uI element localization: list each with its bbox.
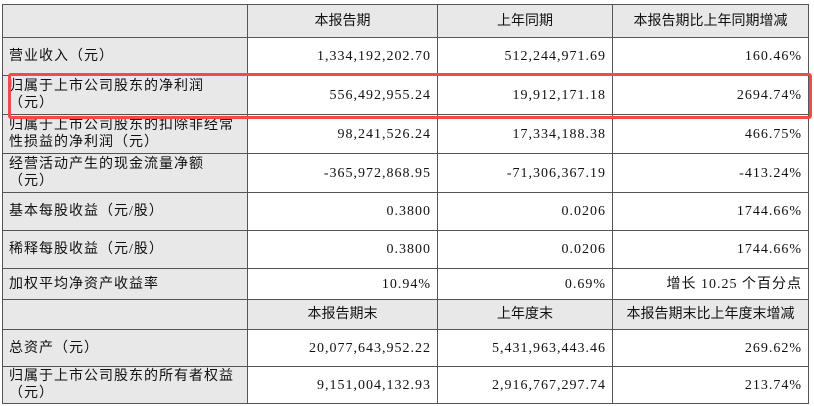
row-label: 归属于上市公司股东的所有者权益（元） — [2, 366, 248, 404]
value-cell: 512,244,971.69 — [437, 37, 613, 76]
header-cell: 本报告期末比上年度末增减 — [612, 299, 809, 330]
table-body: 本报告期 上年同期 本报告期比上年同期增减 营业收入（元） 1,334,192,202.… — [2, 4, 809, 404]
data-row: 归属于上市公司股东的净利润（元） 556,492,955.24 19,912,171… — [2, 75, 809, 115]
data-row: 加权平均净资产收益率 10.94% 0.69% 增长 10.25 个百分点 — [2, 268, 809, 300]
data-row: 归属于上市公司股东的所有者权益（元） 9,151,004,132.93 2,916,… — [2, 366, 809, 404]
value-cell: 1744.66% — [612, 192, 809, 231]
value-cell: 213.74% — [612, 366, 809, 404]
header-cell: 上年度末 — [437, 299, 613, 330]
value-cell: -71,306,367.19 — [437, 153, 613, 193]
row-label: 归属于上市公司股东的净利润（元） — [2, 75, 248, 115]
row-label: 营业收入（元） — [2, 37, 248, 76]
data-row: 总资产（元） 20,077,643,952.22 5,431,963,443.46 2… — [2, 329, 809, 367]
header-cell: 上年同期 — [437, 4, 613, 38]
value-cell: 20,077,643,952.22 — [247, 329, 438, 367]
header-cell — [2, 299, 248, 330]
data-row: 归属于上市公司股东的扣除非经常性损益的净利润（元） 98,241,526.24 17… — [2, 114, 809, 154]
value-cell: 10.94% — [247, 268, 438, 300]
value-cell: 556,492,955.24 — [247, 75, 438, 115]
value-cell: -365,972,868.95 — [247, 153, 438, 193]
row-label: 总资产（元） — [2, 329, 248, 367]
value-cell: 160.46% — [612, 37, 809, 76]
value-cell: 19,912,171.18 — [437, 75, 613, 115]
value-cell: 269.62% — [612, 329, 809, 367]
row-label: 经营活动产生的现金流量净额（元） — [2, 153, 248, 193]
data-row: 稀释每股收益（元/股） 0.3800 0.0206 1744.66% — [2, 230, 809, 269]
value-cell: 98,241,526.24 — [247, 114, 438, 154]
value-cell: 1,334,192,202.70 — [247, 37, 438, 76]
value-cell: 9,151,004,132.93 — [247, 366, 438, 404]
value-cell: 增长 10.25 个百分点 — [612, 268, 809, 300]
value-cell: -413.24% — [612, 153, 809, 193]
header-cell — [2, 4, 248, 38]
header-cell: 本报告期 — [247, 4, 438, 38]
data-row: 营业收入（元） 1,334,192,202.70 512,244,971.69 160… — [2, 37, 809, 76]
row-label: 归属于上市公司股东的扣除非经常性损益的净利润（元） — [2, 114, 248, 154]
value-cell: 2694.74% — [612, 75, 809, 115]
header-cell: 本报告期末 — [247, 299, 438, 330]
row-label: 基本每股收益（元/股） — [2, 192, 248, 231]
value-cell: 0.0206 — [437, 230, 613, 269]
value-cell: 5,431,963,443.46 — [437, 329, 613, 367]
header-cell: 本报告期比上年同期增减 — [612, 4, 809, 38]
value-cell: 466.75% — [612, 114, 809, 154]
header-row: 本报告期末 上年度末 本报告期末比上年度末增减 — [2, 299, 809, 330]
value-cell: 1744.66% — [612, 230, 809, 269]
data-row: 经营活动产生的现金流量净额（元） -365,972,868.95 -71,306,3… — [2, 153, 809, 193]
financial-table: 本报告期 上年同期 本报告期比上年同期增减 营业收入（元） 1,334,192,202.… — [2, 4, 809, 404]
value-cell: 0.0206 — [437, 192, 613, 231]
value-cell: 0.3800 — [247, 230, 438, 269]
header-row: 本报告期 上年同期 本报告期比上年同期增减 — [2, 4, 809, 38]
row-label: 加权平均净资产收益率 — [2, 268, 248, 300]
value-cell: 0.69% — [437, 268, 613, 300]
value-cell: 2,916,767,297.74 — [437, 366, 613, 404]
row-label: 稀释每股收益（元/股） — [2, 230, 248, 269]
data-row: 基本每股收益（元/股） 0.3800 0.0206 1744.66% — [2, 192, 809, 231]
value-cell: 0.3800 — [247, 192, 438, 231]
value-cell: 17,334,188.38 — [437, 114, 613, 154]
